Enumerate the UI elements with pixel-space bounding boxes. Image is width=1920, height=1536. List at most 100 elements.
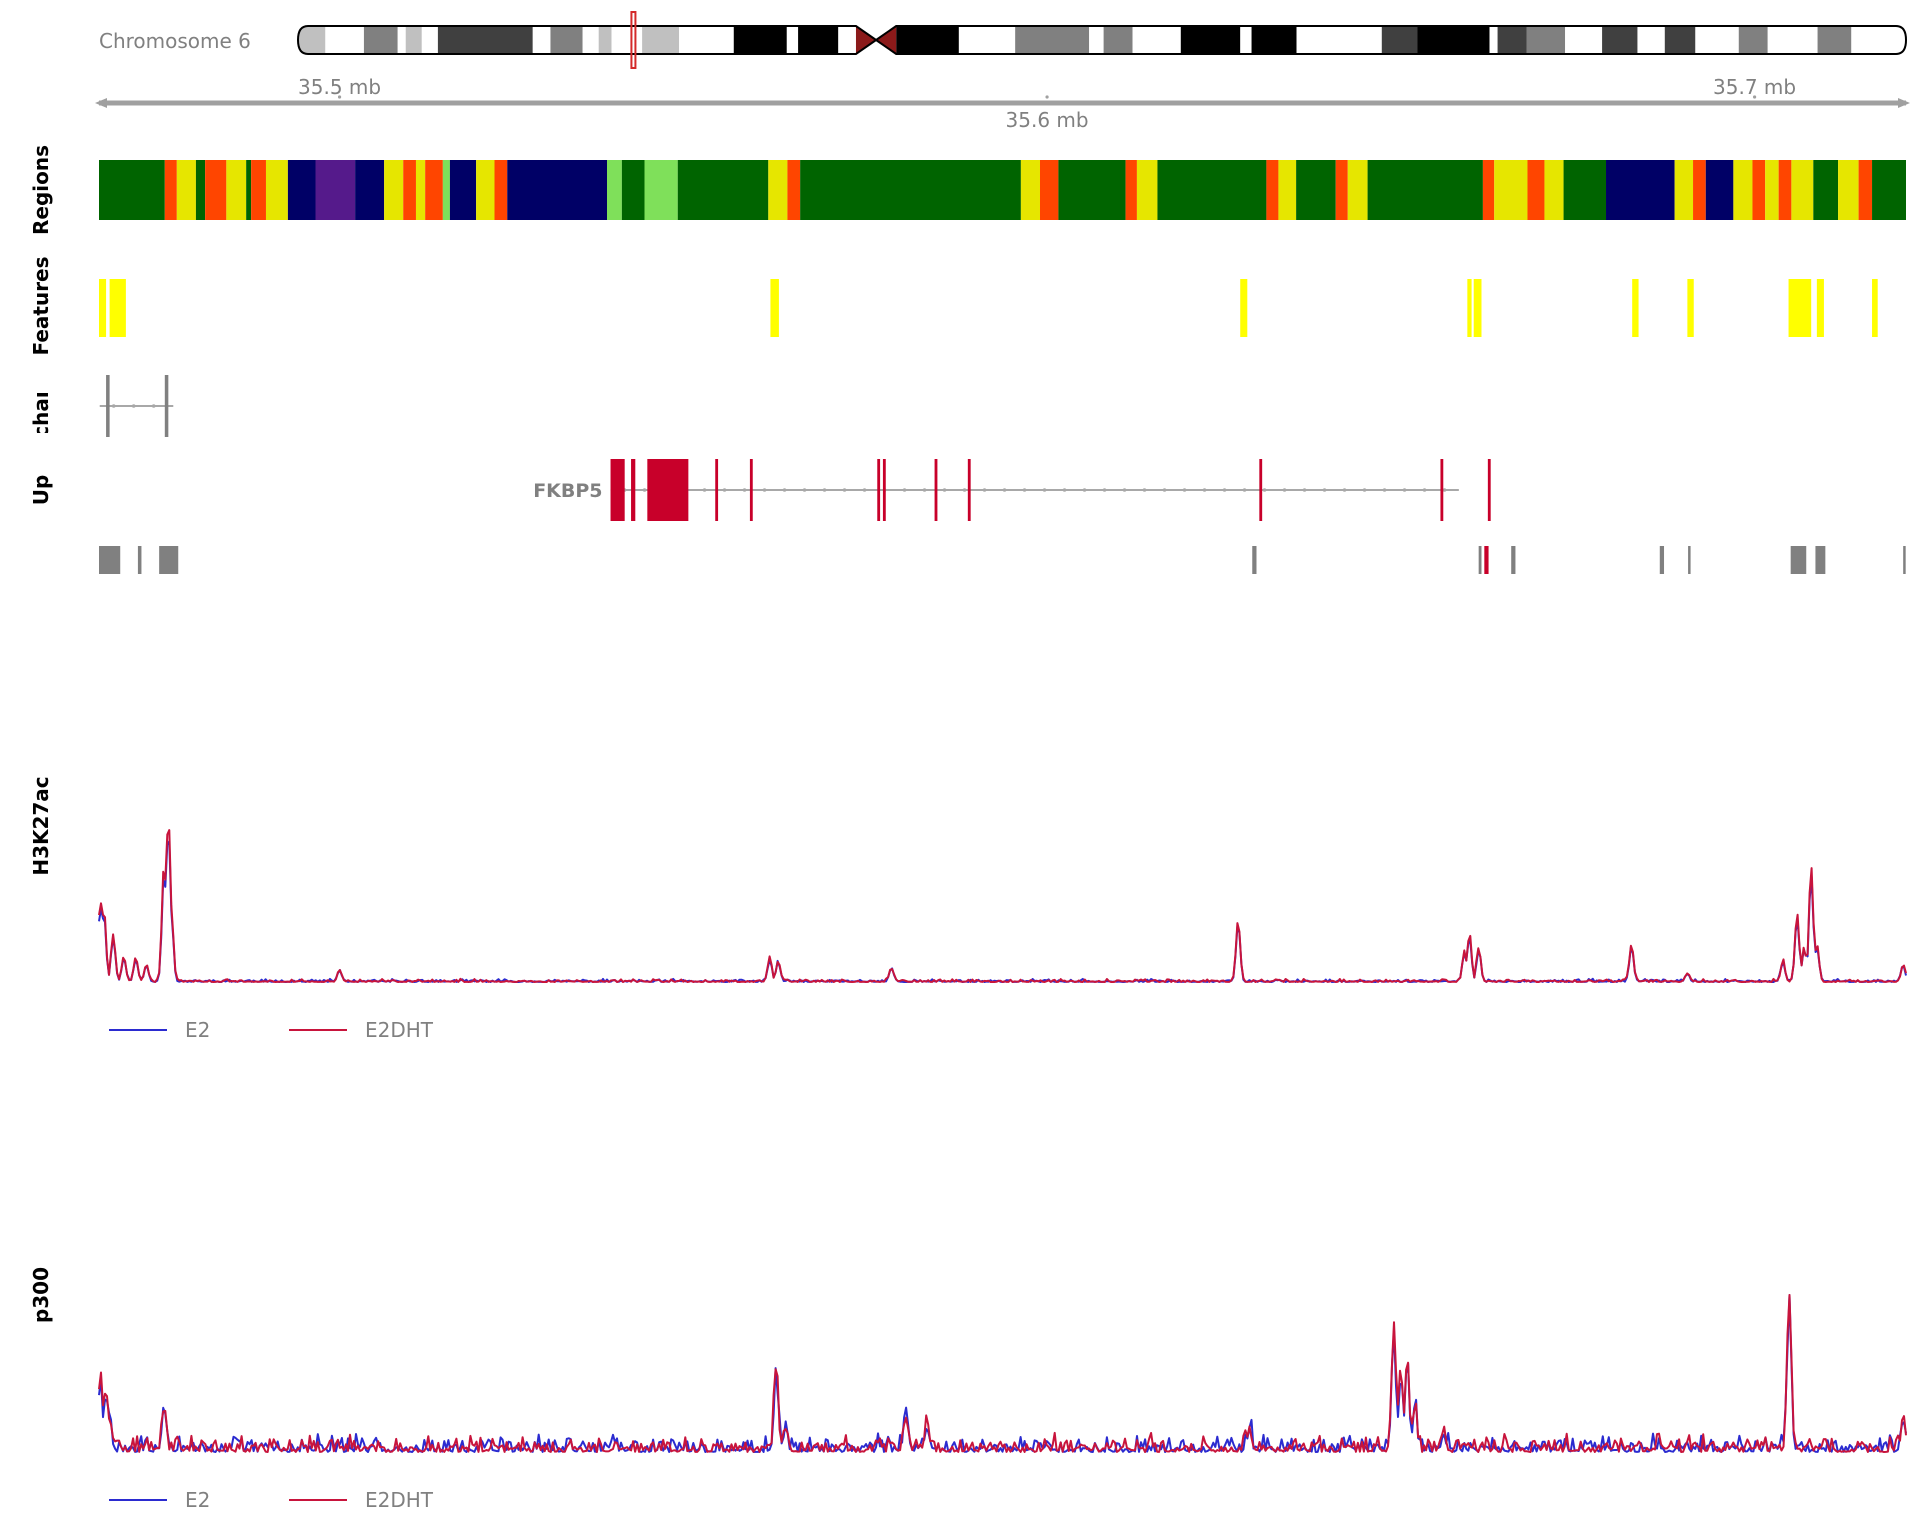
region-segment-57: [1872, 160, 1906, 220]
region-segment-38: [1347, 160, 1368, 220]
ideogram-band-11: [611, 26, 643, 54]
feature-interval-5: [1473, 279, 1482, 337]
axis-arrow-left: [95, 98, 107, 108]
ideogram-bands: [298, 26, 1906, 54]
region-segment-42: [1527, 160, 1545, 220]
ideogram-band-2: [363, 26, 398, 54]
ideogram-band-39: [1767, 26, 1818, 54]
ideogram-band-17: [838, 26, 856, 54]
feature-interval-10: [1872, 279, 1878, 337]
region-segment-23: [644, 160, 678, 220]
ideogram-band-0: [298, 26, 326, 54]
ideogram-band-28: [1381, 26, 1418, 54]
grey-interval-0: [99, 546, 121, 574]
fkbp5-strand-dot-34: [1302, 488, 1307, 492]
fkbp5-exon-9: [1259, 459, 1263, 521]
fkbp5-strand-dot-41: [1442, 488, 1447, 492]
fkbp5-exon-11: [1487, 459, 1491, 521]
ideogram-band-32: [1526, 26, 1566, 54]
feature-interval-2: [770, 279, 779, 337]
fkbp5-strand-dot-39: [1402, 488, 1407, 492]
region-segment-11: [355, 160, 385, 220]
region-segment-49: [1733, 160, 1753, 220]
axis-tick-label-1: 35.6 mb: [1006, 108, 1089, 132]
fkbp5-strand-dot-29: [1202, 488, 1207, 492]
fkbp5-strand-dot-33: [1282, 488, 1287, 492]
region-segment-31: [1125, 160, 1137, 220]
ideogram-band-3: [397, 26, 406, 54]
ideogram-band-9: [582, 26, 599, 54]
ideogram-outline: [296, 25, 1908, 55]
p300-legend-label-e2dht: E2DHT: [365, 1488, 434, 1512]
region-segment-55: [1838, 160, 1859, 220]
fkbp5-strand-dot-10: [822, 488, 827, 492]
ideogram-band-10: [598, 26, 612, 54]
grey-interval-1: [137, 546, 142, 574]
ideogram-band-13: [679, 26, 734, 54]
p300-series-e2dht: [98, 1294, 1907, 1453]
fkbp5-strand-dot-21: [1042, 488, 1047, 492]
track-label-h3k27ac: H3K27ac: [29, 776, 53, 875]
region-segment-14: [415, 160, 426, 220]
fkbp5-strand-dot-16: [942, 488, 947, 492]
region-segment-39: [1367, 160, 1483, 220]
ideogram-band-29: [1417, 26, 1490, 54]
features-track: [99, 279, 1878, 337]
grey-interval-6: [1511, 546, 1516, 574]
h3k27ac-series-e2: [98, 840, 1907, 983]
up-genes-track: FKBP5: [533, 459, 1491, 521]
ideogram-band-4: [405, 26, 422, 54]
axis-tick-label-0: 35.5 mb: [298, 75, 381, 99]
h3k27ac-series-e2dht: [98, 829, 1907, 983]
region-segment-54: [1813, 160, 1839, 220]
fkbp5-strand-dot-40: [1422, 488, 1427, 492]
region-segment-52: [1778, 160, 1792, 220]
grey-interval-2: [159, 546, 179, 574]
region-segment-17: [449, 160, 477, 220]
fkbp5-strand-dot-31: [1242, 488, 1247, 492]
fkbp5-strand-dot-27: [1162, 488, 1167, 492]
fkbp5-strand-dot-17: [962, 488, 967, 492]
ideogram-band-35: [1637, 26, 1665, 54]
h3k27ac-legend-label-e2dht: E2DHT: [365, 1018, 434, 1042]
region-segment-36: [1296, 160, 1336, 220]
grey-interval-9: [1790, 546, 1807, 574]
centromere-left: [855, 26, 877, 54]
ideogram-band-8: [550, 26, 583, 54]
fkbp5-exon-7: [934, 459, 938, 521]
region-segment-51: [1765, 160, 1779, 220]
region-segment-40: [1482, 160, 1495, 220]
fkbp5-strand-dot-30: [1222, 488, 1227, 492]
region-segment-43: [1544, 160, 1564, 220]
ideogram-band-30: [1489, 26, 1498, 54]
fkbp5-exon-8: [967, 459, 971, 521]
region-segment-37: [1335, 160, 1348, 220]
region-segment-3: [195, 160, 206, 220]
regions-track: [99, 160, 1906, 220]
fkbp5-strand-dot-15: [922, 488, 927, 492]
unchanged-strand-dot-2: [151, 404, 156, 408]
feature-interval-1: [109, 279, 126, 337]
h3k27ac-legend-label-e2: E2: [185, 1018, 210, 1042]
region-segment-5: [226, 160, 247, 220]
fkbp5-strand-dot-23: [1082, 488, 1087, 492]
track-label-up: Up: [29, 475, 53, 506]
region-segment-35: [1278, 160, 1297, 220]
region-segment-46: [1674, 160, 1694, 220]
chromosome-ideogram: Chromosome 6: [99, 11, 1908, 69]
ideogram-band-5: [421, 26, 438, 54]
ideogram-band-27: [1296, 26, 1382, 54]
region-segment-2: [176, 160, 196, 220]
p300-coverage-track: E2 E2DHT: [98, 1294, 1907, 1512]
region-segment-6: [246, 160, 252, 220]
feature-interval-9: [1816, 279, 1824, 337]
grey-interval-10: [1815, 546, 1826, 574]
grey-interval-4: [1478, 546, 1482, 574]
fkbp5-strand-dot-1: [642, 488, 647, 492]
track-label-p300: p300: [29, 1267, 53, 1323]
grey-interval-3: [1252, 546, 1257, 574]
fkbp5-gene-label: FKBP5: [533, 480, 602, 502]
ideogram-band-22: [1103, 26, 1133, 54]
region-segment-20: [507, 160, 607, 220]
